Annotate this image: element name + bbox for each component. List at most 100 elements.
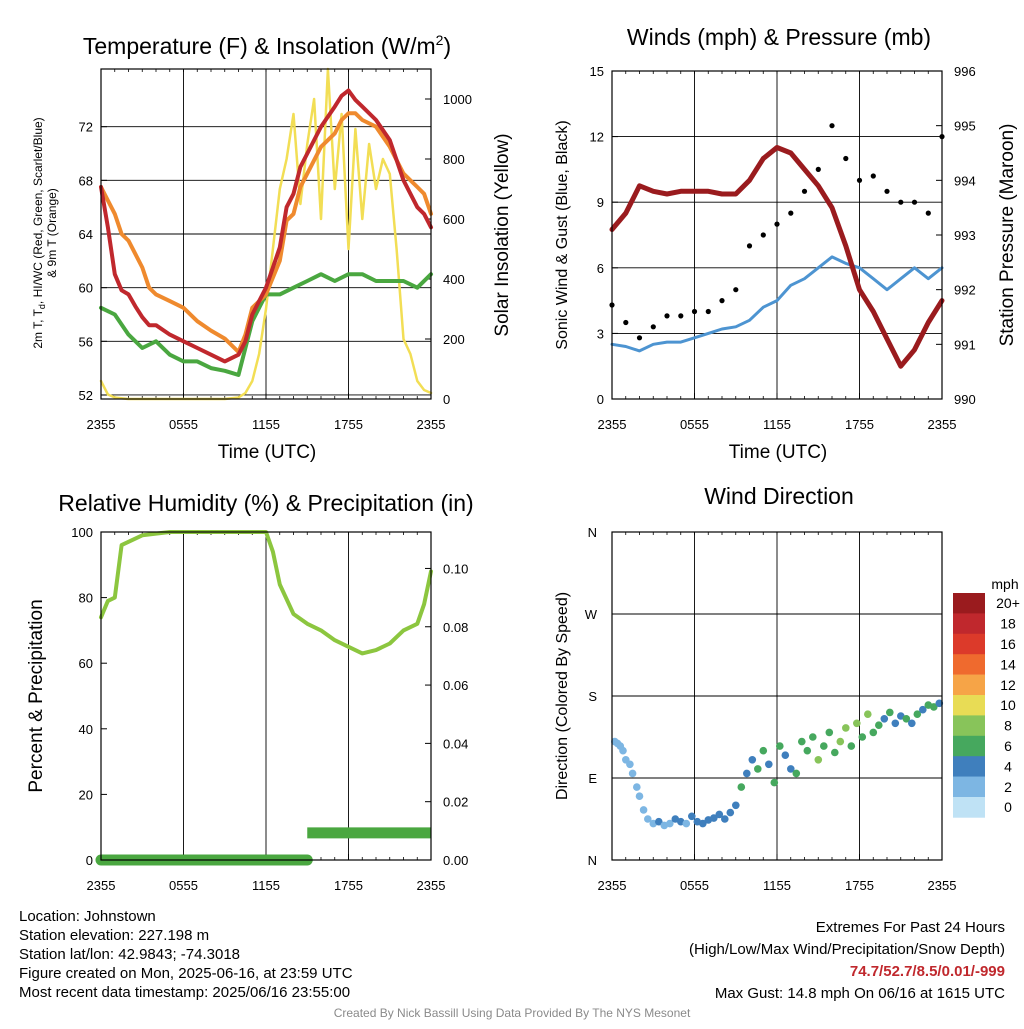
series-line	[609, 145, 945, 369]
gust-point	[856, 177, 863, 183]
direction-point	[628, 769, 637, 778]
x-tick-label: 1155	[763, 417, 791, 432]
direction-panel: Wind Direction Direction (Colored By Spe…	[554, 483, 1020, 893]
y-right-tick-label: 200	[443, 332, 465, 347]
direction-point	[743, 769, 751, 778]
y-tick-label: 64	[79, 227, 93, 242]
direction-point	[814, 756, 823, 764]
credit-text: Created By Nick Bassill Using Data Provi…	[333, 1006, 691, 1020]
direction-point	[737, 783, 746, 791]
gust-point	[733, 287, 739, 293]
y-tick-label: N	[588, 853, 597, 868]
y-right-tick-label: 993	[954, 228, 976, 243]
elevation-text: Station elevation: 227.198 m	[19, 927, 210, 944]
x-tick-label: 2355	[598, 878, 627, 893]
y-tick-label: 52	[79, 388, 93, 403]
y-tick-label: 9	[597, 195, 604, 210]
direction-point	[880, 715, 889, 723]
x-tick-label: 0555	[680, 417, 709, 432]
direction-point	[842, 724, 850, 732]
legend-swatch	[953, 695, 985, 716]
gust-point	[829, 123, 835, 129]
series-line	[99, 530, 433, 656]
latlon-text: Station lat/lon: 42.9843; -74.3018	[19, 946, 241, 963]
gust-point	[801, 188, 808, 194]
x-tick-label: 0555	[169, 878, 198, 893]
y-right-tick-label: 991	[954, 337, 976, 352]
direction-point	[688, 812, 696, 821]
y-right-tick-label: 0.02	[443, 795, 468, 810]
direction-point	[635, 792, 644, 800]
y-tick-label: 12	[590, 130, 604, 145]
extremes-values: 74.7/52.7/8.5/0.01/-999	[849, 963, 1005, 980]
gust-point	[636, 335, 643, 341]
y-right-tick-label: 1000	[443, 92, 472, 107]
location-text: Location: Johnstown	[19, 908, 156, 925]
gust-point	[843, 155, 849, 162]
direction-point	[935, 699, 944, 708]
direction-point	[809, 733, 817, 741]
winds-xlabel: Time (UTC)	[729, 442, 828, 463]
y-tick-label: S	[588, 689, 597, 704]
temperature-ylabel-line2: & 9m T (Orange)	[45, 188, 59, 278]
gust-point	[623, 319, 629, 326]
y-tick-label: 68	[79, 173, 93, 188]
direction-point	[699, 819, 707, 828]
gust-point	[884, 188, 890, 194]
legend-label: 10	[1000, 697, 1016, 713]
plot-frame	[100, 68, 432, 400]
direction-point	[792, 769, 801, 778]
humidity-title: Relative Humidity (%) & Precipitation (i…	[58, 490, 473, 516]
direction-title: Wind Direction	[704, 483, 854, 509]
temperature-plot: 2355 0555 1155 1755 2355 52 56 60 64 68 72 0 200 400 6…	[79, 67, 472, 432]
series-line	[610, 255, 944, 353]
gust-point	[911, 199, 918, 205]
x-tick-label: 2355	[417, 878, 446, 893]
direction-point	[919, 705, 927, 714]
direction-point	[787, 765, 795, 773]
direction-point	[902, 715, 911, 723]
y-right-tick-label: 996	[954, 64, 976, 79]
legend-swatch	[953, 735, 985, 757]
legend-label: 12	[1000, 677, 1016, 693]
temperature-panel: Temperature (F) & Insolation (W/m2) 2m T…	[31, 32, 513, 463]
direction-point	[930, 703, 938, 711]
legend-title: mph	[991, 576, 1018, 592]
y-tick-label: 3	[597, 326, 604, 341]
winds-ylabel-right: Station Pressure (Maroon)	[997, 124, 1018, 347]
gust-point	[650, 324, 656, 330]
y-tick-label: 6	[597, 261, 604, 276]
direction-point	[639, 806, 648, 814]
legend-label: 14	[1000, 656, 1016, 672]
x-tick-label: 2355	[87, 878, 116, 893]
y-tick-label: 56	[79, 334, 93, 349]
gust-point	[691, 308, 698, 315]
x-tick-label: 1155	[252, 417, 280, 432]
station-info: Location: Johnstown Station elevation: 2…	[19, 907, 353, 1002]
gust-point	[705, 308, 711, 315]
x-tick-label: 2355	[87, 417, 116, 432]
direction-point	[626, 760, 634, 769]
direction-point	[891, 719, 900, 728]
y-tick-label: N	[588, 525, 597, 540]
y-tick-label: 60	[79, 281, 93, 296]
gust-point	[788, 210, 794, 216]
plot-frame	[100, 531, 432, 861]
direction-point	[886, 708, 894, 717]
direction-point	[754, 765, 762, 773]
gust-point	[774, 221, 780, 227]
legend-swatch	[953, 756, 985, 777]
direction-point	[726, 808, 735, 817]
direction-point	[875, 721, 883, 729]
direction-point	[710, 814, 718, 822]
legend-swatch	[953, 654, 985, 675]
direction-point	[682, 819, 691, 828]
gust-point	[925, 210, 931, 216]
direction-point	[803, 746, 812, 755]
temperature-ylabel-right: Solar Insolation (Yellow)	[492, 133, 513, 336]
humidity-panel: Relative Humidity (%) & Precipitation (i…	[26, 490, 474, 893]
direction-point	[820, 742, 828, 750]
legend-swatch	[953, 674, 985, 696]
direction-point	[853, 719, 861, 728]
legend-label: 20+	[996, 595, 1020, 611]
